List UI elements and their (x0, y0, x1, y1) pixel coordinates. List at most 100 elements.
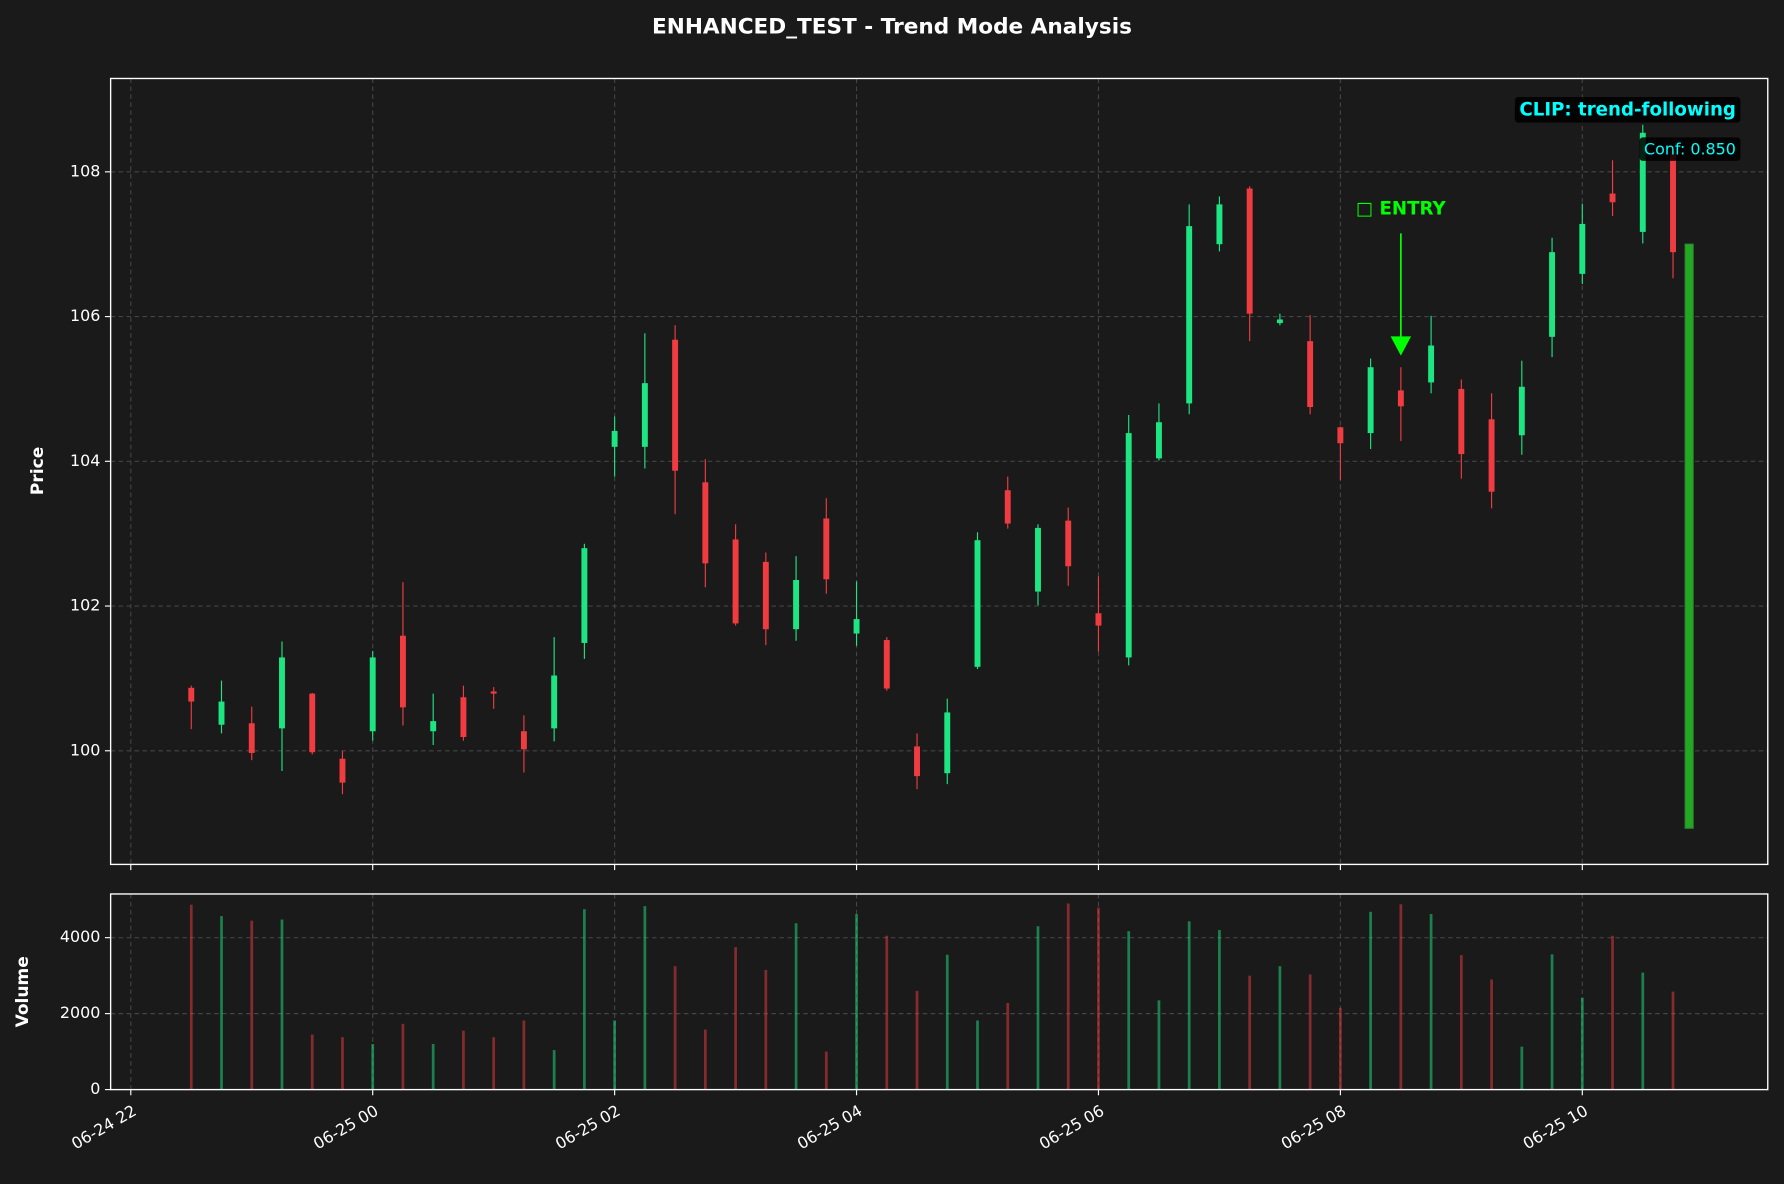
candle-body (883, 640, 890, 689)
volume-bar (734, 947, 737, 1090)
volume-bar (522, 1020, 526, 1090)
candle-body (248, 723, 255, 753)
candle-body (490, 691, 497, 694)
volume-bar (341, 1037, 344, 1090)
y-tick-label: 0 (90, 1079, 100, 1098)
volume-bar (1278, 966, 1282, 1090)
y-tick-label: 108 (70, 161, 100, 180)
candle-body (1367, 367, 1374, 434)
volume-bar (1339, 1007, 1342, 1090)
badge-text: Conf: 0.850 (1644, 140, 1736, 159)
plot-frame (109, 893, 1769, 1091)
volume-bar (1490, 979, 1493, 1090)
candle-body (218, 701, 225, 725)
volume-bar (1218, 930, 1221, 1090)
volume-bar (794, 923, 798, 1090)
candle-body (611, 430, 618, 447)
volume-bar (1248, 975, 1252, 1090)
plot-frame (109, 77, 1769, 866)
candle-body (1488, 419, 1495, 492)
candle-body (1186, 226, 1193, 404)
candle-body (1458, 388, 1465, 455)
y-axis-label: Price (28, 447, 48, 495)
volume-bar (855, 914, 858, 1090)
volume-bar (1066, 903, 1070, 1090)
candle-body (188, 687, 195, 702)
volume-bar (1611, 935, 1614, 1090)
volume-bar (945, 954, 949, 1090)
candle-body (1307, 341, 1314, 408)
candle-body (279, 657, 285, 729)
candle-body (460, 697, 467, 738)
y-tick-label: 4000 (60, 927, 100, 946)
signal-bar (1684, 243, 1694, 829)
volume-bar (462, 1030, 465, 1090)
volume-bar (1308, 974, 1312, 1090)
candle-body (1518, 386, 1525, 436)
candle-body (672, 339, 679, 471)
candle-body (1246, 188, 1253, 314)
candle-body (1065, 520, 1072, 567)
volume-bar (1399, 904, 1403, 1090)
candle-body (1428, 345, 1435, 383)
volume-bar (583, 909, 586, 1090)
candle-body (1549, 252, 1556, 337)
candle-body (762, 561, 769, 630)
volume-bar (492, 1037, 496, 1090)
chart-title: ENHANCED_TEST - Trend Mode Analysis (652, 14, 1132, 39)
entry-arrowhead (1390, 336, 1412, 356)
volume-bar (673, 966, 677, 1090)
candle-body (1035, 527, 1041, 592)
candle-body (581, 548, 588, 643)
candle-body (1276, 319, 1283, 324)
volume-bar (915, 990, 919, 1090)
volume-bar (1671, 991, 1675, 1090)
candle-body (1609, 193, 1616, 203)
volume-bar (1036, 926, 1040, 1090)
candle-body (914, 746, 920, 777)
badge-background (1514, 97, 1741, 123)
volume-bar (1187, 921, 1191, 1090)
volume-bar (552, 1050, 556, 1090)
volume-bar (703, 1029, 707, 1090)
volume-bar (764, 969, 768, 1090)
volume-bar (885, 935, 889, 1090)
candle-body (369, 657, 376, 732)
volume-bar (220, 916, 223, 1090)
candle-body (793, 579, 800, 630)
candle-body (309, 693, 316, 753)
y-tick-label: 104 (70, 451, 100, 470)
candle-body (1125, 433, 1132, 658)
entry-label: □ ENTRY (1356, 198, 1447, 219)
candle-body (1337, 427, 1344, 444)
candle-body (853, 619, 860, 634)
volume-bar (401, 1023, 405, 1090)
candle-body (1155, 422, 1162, 459)
candle-body (1216, 204, 1223, 245)
volume-bar (1520, 1046, 1524, 1090)
candle-body (1397, 390, 1404, 407)
volume-bar (1157, 1000, 1161, 1090)
volume-bar (1369, 911, 1372, 1090)
volume-bar (1580, 997, 1584, 1090)
candle-body (399, 635, 406, 708)
candle-body (339, 758, 346, 783)
candle-body (702, 482, 709, 564)
volume-bar (189, 904, 193, 1090)
candle-body (823, 518, 830, 580)
volume-bar (1006, 1002, 1010, 1090)
candle-body (551, 675, 558, 729)
candle-body (974, 540, 981, 667)
volume-bar (250, 920, 254, 1090)
volume-bar (1097, 907, 1100, 1090)
candle-body (430, 721, 437, 732)
badge-text: CLIP: trend-following (1519, 99, 1736, 120)
candle-body (520, 731, 527, 750)
badge-background (1639, 137, 1741, 161)
y-tick-label: 106 (70, 306, 100, 325)
volume-bar (824, 1051, 828, 1090)
volume-bar (1641, 972, 1645, 1090)
